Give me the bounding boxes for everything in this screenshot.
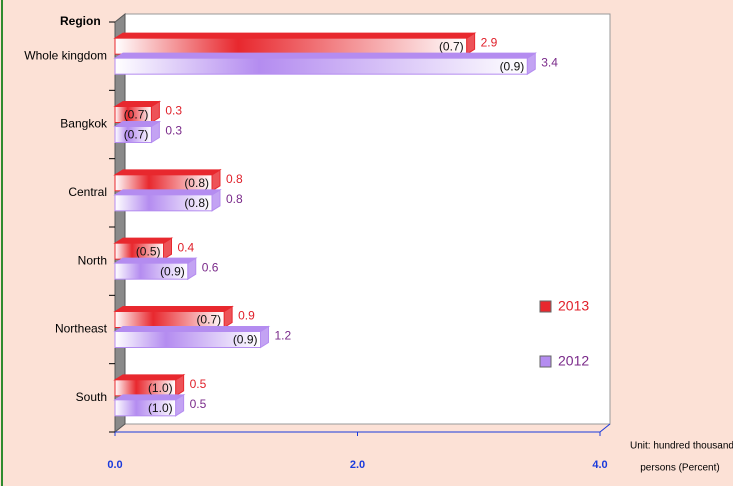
value-label: 1.2 — [275, 329, 292, 343]
legend-label: 2012 — [558, 353, 589, 369]
bar-top — [113, 32, 477, 39]
value-label: 0.6 — [202, 260, 219, 274]
bar — [114, 331, 261, 348]
legend-label: 2013 — [558, 298, 589, 314]
value-label: 0.9 — [238, 309, 255, 323]
y-axis-label: Region — [60, 14, 101, 28]
percent-label: (0.8) — [184, 196, 209, 210]
legend-swatch — [539, 300, 552, 313]
percent-label: (1.0) — [148, 401, 173, 415]
percent-label: (0.7) — [124, 108, 149, 122]
percent-label: (0.9) — [500, 59, 525, 73]
y-tick-label: Bangkok — [60, 117, 108, 131]
bar-top — [113, 326, 271, 332]
percent-label: (0.9) — [233, 333, 258, 347]
bar-top — [113, 374, 186, 381]
bar — [114, 262, 189, 280]
value-label: 0.3 — [165, 104, 182, 118]
unit-label: Unit: hundred thousand — [630, 441, 733, 452]
side-wall — [114, 12, 126, 434]
value-label: 0.3 — [165, 124, 182, 138]
y-tick-label: South — [76, 390, 107, 404]
bar — [114, 126, 152, 143]
percent-label: (1.0) — [148, 381, 173, 395]
bar-top — [113, 52, 537, 59]
percent-label: (0.7) — [439, 39, 464, 53]
percent-label: (0.8) — [184, 176, 209, 190]
unit-label: persons (Percent) — [640, 463, 719, 474]
value-label: 0.4 — [178, 240, 195, 254]
value-label: 3.4 — [541, 55, 558, 69]
bar — [114, 37, 468, 55]
x-tick-label: 0.0 — [107, 459, 122, 471]
value-label: 0.5 — [190, 397, 207, 411]
x-axis-depth — [599, 423, 611, 433]
y-tick-label: Central — [68, 185, 107, 199]
bar-top — [113, 169, 222, 176]
percent-label: (0.9) — [160, 264, 185, 278]
value-label: 2.9 — [481, 35, 498, 49]
bar — [114, 57, 528, 75]
bar — [114, 399, 177, 417]
value-label: 0.8 — [226, 172, 243, 186]
y-tick-label: Northeast — [55, 322, 108, 336]
legend-swatch — [539, 355, 552, 368]
bar-top — [113, 306, 234, 312]
percent-label: (0.7) — [196, 313, 221, 327]
value-label: 0.5 — [190, 377, 207, 391]
value-label: 0.8 — [226, 192, 243, 206]
y-tick-label: North — [78, 253, 107, 267]
bar-top — [113, 257, 198, 264]
bar-top — [113, 189, 222, 196]
percent-label: (0.5) — [136, 244, 161, 258]
x-tick-label: 2.0 — [350, 459, 365, 471]
back-wall — [124, 13, 611, 425]
bar-top — [113, 394, 186, 401]
y-tick-label: Whole kingdom — [24, 48, 107, 62]
percent-label: (0.7) — [124, 128, 149, 142]
bar-top — [113, 237, 174, 244]
x-tick-label: 4.0 — [592, 459, 607, 471]
bar — [114, 194, 213, 212]
